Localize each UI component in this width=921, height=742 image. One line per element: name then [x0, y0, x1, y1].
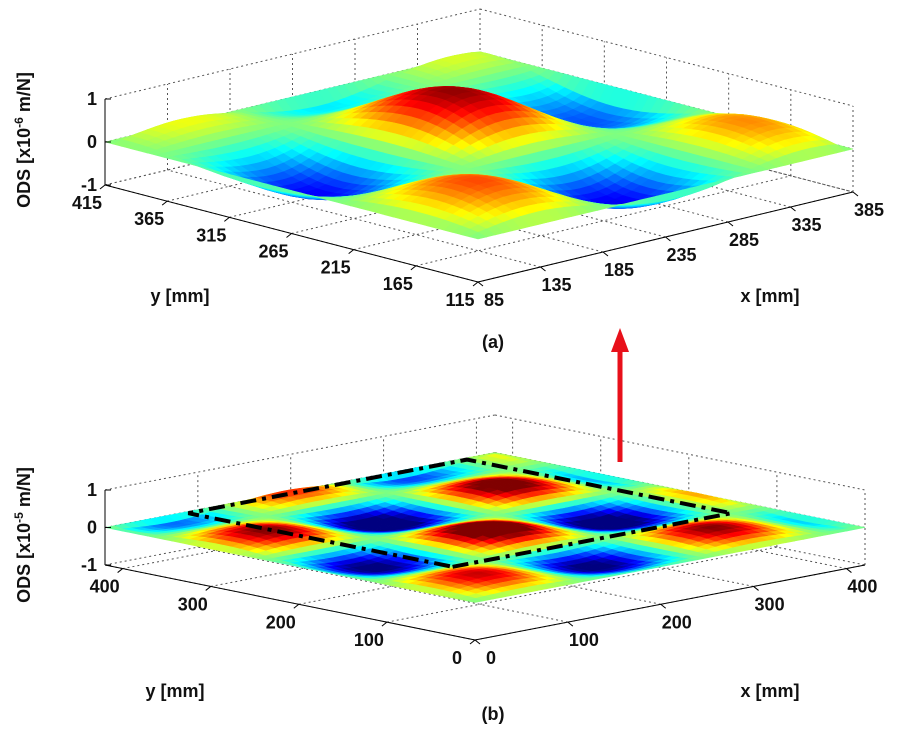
- y-tick-label: 365: [134, 209, 164, 229]
- x-tick-label: 85: [484, 290, 504, 310]
- tick-mark: [666, 237, 671, 241]
- z-tick-label: 1: [87, 480, 97, 500]
- y-tick-label: 215: [321, 258, 351, 278]
- tick-mark: [411, 266, 416, 270]
- tick-mark: [287, 234, 292, 238]
- arrow-head: [611, 328, 629, 352]
- z-label-unit: m/N]: [14, 467, 34, 507]
- x-tick-label: 285: [729, 230, 759, 250]
- x-tick-label: 335: [791, 215, 821, 235]
- x-tick-label: 100: [569, 630, 599, 650]
- x-axis-label: x [mm]: [740, 681, 799, 701]
- y-tick-label: 200: [266, 612, 296, 632]
- z-tick-label: -1: [81, 555, 97, 575]
- tick-mark: [162, 201, 167, 205]
- z-tick-label: 0: [87, 132, 97, 152]
- y-tick-label: 265: [258, 242, 288, 262]
- tick-mark: [118, 569, 123, 573]
- tick-mark: [294, 604, 299, 608]
- y-tick-label: 415: [72, 193, 102, 213]
- tick-mark: [100, 185, 105, 189]
- z-label-text: ODS [x10: [14, 523, 34, 603]
- z-label-exponent: -5: [12, 512, 26, 523]
- y-tick-label: 315: [196, 225, 226, 245]
- panel-label: (a): [482, 332, 504, 352]
- y-axis-label: y [mm]: [145, 681, 204, 701]
- z-axis-label: ODS [x10-5 m/N]: [12, 467, 34, 603]
- surface: [105, 52, 853, 239]
- x-tick-label: 185: [604, 260, 634, 280]
- z-label-unit: m/N]: [14, 72, 34, 112]
- tick-mark: [206, 586, 211, 590]
- y-tick-label: 300: [178, 594, 208, 614]
- x-tick-label: 135: [541, 275, 571, 295]
- tick-mark: [846, 569, 851, 573]
- tick-mark: [754, 586, 759, 590]
- tick-mark: [475, 640, 480, 644]
- y-tick-label: 400: [90, 577, 120, 597]
- tick-mark: [349, 250, 354, 254]
- tick-mark: [470, 640, 475, 644]
- x-tick-label: 200: [662, 612, 692, 632]
- tick-mark: [568, 622, 573, 626]
- x-tick-label: 400: [847, 577, 877, 597]
- x-tick-label: 235: [666, 245, 696, 265]
- tick-mark: [224, 217, 229, 221]
- y-axis-label: y [mm]: [150, 286, 209, 306]
- x-tick-label: 385: [854, 200, 884, 220]
- panel-label: (b): [482, 704, 505, 724]
- y-tick-label: 165: [383, 274, 413, 294]
- x-tick-label: 0: [486, 648, 496, 668]
- panel: 85 135 185 235 285 335 385 115 165 215 265 315 365 41…: [12, 9, 884, 352]
- tick-mark: [791, 207, 796, 211]
- z-axis-label: ODS [x10-6 m/N]: [12, 72, 34, 208]
- tick-mark: [853, 192, 858, 196]
- tick-mark: [473, 282, 478, 286]
- z-label-text: ODS [x10: [14, 128, 34, 208]
- tick-mark: [382, 622, 387, 626]
- tick-mark: [728, 222, 733, 226]
- tick-mark: [661, 604, 666, 608]
- x-axis-label: x [mm]: [740, 286, 799, 306]
- z-tick-label: -1: [81, 175, 97, 195]
- y-tick-label: 100: [354, 630, 384, 650]
- tick-mark: [603, 252, 608, 256]
- y-tick-label: 0: [452, 648, 462, 668]
- x-tick-label: 300: [755, 594, 785, 614]
- z-label-exponent: -6: [12, 117, 26, 128]
- y-tick-label: 115: [445, 290, 474, 310]
- z-tick-label: 1: [87, 89, 97, 109]
- surface: [105, 453, 865, 603]
- z-tick-label: 0: [87, 518, 97, 538]
- tick-mark: [541, 267, 546, 271]
- tick-mark: [478, 282, 483, 286]
